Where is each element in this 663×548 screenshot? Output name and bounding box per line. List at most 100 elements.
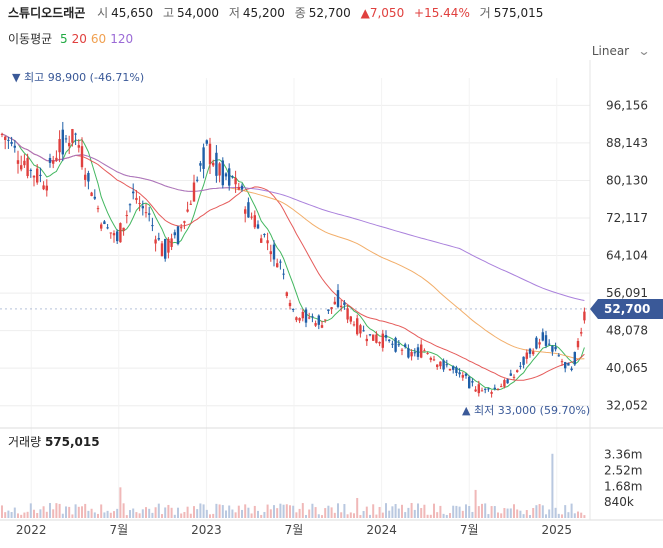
volume-bar [84, 503, 87, 518]
volume-tick-label: 2.52m [604, 463, 642, 477]
volume-bar [330, 507, 333, 518]
candle-body [394, 337, 397, 352]
candle-body [87, 172, 90, 182]
volume-bar [429, 514, 432, 518]
volume-label: 거 [479, 6, 491, 20]
candle-body [336, 290, 340, 307]
volume-bar [228, 505, 231, 518]
current-price-tag [590, 298, 663, 319]
volume-bar [394, 504, 397, 518]
candle-body [426, 353, 429, 355]
candle-body [298, 317, 301, 321]
ma-period-5[interactable]: 5 [60, 32, 68, 46]
open-label: 시 [97, 6, 109, 20]
volume-bar [410, 502, 413, 518]
volume-bar [356, 497, 359, 518]
volume-bar [151, 512, 154, 518]
volume-bar [573, 513, 576, 518]
candle-body [93, 196, 96, 199]
candle-body [544, 335, 548, 346]
volume-bar [353, 513, 355, 518]
candle-body [538, 342, 541, 345]
ma-period-20[interactable]: 20 [71, 32, 87, 46]
candle-body [506, 379, 509, 384]
volume-bar [164, 507, 167, 518]
candle-body [48, 158, 52, 163]
min-price-annotation: ▲ 최저 33,000 (59.70%) [462, 404, 590, 417]
candle-body [285, 292, 288, 296]
volume-bar [324, 508, 327, 518]
change-up-icon: ▲ [360, 6, 370, 20]
y-tick-label: 88,143 [606, 136, 648, 150]
candle-body [458, 372, 461, 375]
volume-bar [167, 504, 170, 518]
ma-periods[interactable]: 5 20 60 120 [60, 32, 137, 46]
candle-body [541, 332, 544, 341]
candle-body [400, 349, 404, 351]
candle-body [260, 238, 263, 243]
volume-bar [138, 513, 141, 518]
volume-bar [321, 515, 323, 518]
candle-body [532, 351, 535, 355]
moving-average-legend[interactable]: 이동평균 5 20 60 120 [8, 30, 137, 47]
volume-bar [65, 506, 67, 518]
volume-bar [461, 510, 464, 518]
candle-body [192, 182, 196, 202]
volume-bar [177, 507, 179, 518]
low-label: 저 [228, 6, 240, 20]
volume-bar [145, 507, 147, 518]
candle-body [180, 227, 183, 229]
volume-bar [42, 506, 45, 518]
candle-body [359, 325, 362, 334]
candle-body [84, 174, 87, 180]
volume-bar [317, 514, 320, 518]
candle-body [138, 203, 141, 205]
low-value: 45,200 [242, 6, 285, 20]
candle-body [4, 136, 7, 140]
volume-value: 575,015 [493, 6, 544, 20]
candle-body [484, 388, 487, 390]
volume-bar [81, 506, 83, 518]
volume-tick-label: 3.36m [604, 448, 642, 462]
volume-bar [417, 503, 419, 518]
volume-bar [49, 503, 51, 518]
volume-bar [493, 506, 496, 518]
volume-bar [292, 505, 295, 518]
volume-bar [202, 504, 205, 518]
candle-body [148, 213, 151, 215]
volume-bar [484, 503, 487, 518]
candle-body [317, 315, 320, 325]
volume-bar [570, 503, 573, 518]
volume-last: 575,015 [44, 435, 100, 449]
volume-bar [567, 512, 570, 518]
volume-bar [113, 511, 115, 518]
candle-body [256, 224, 260, 229]
candle-body [500, 386, 503, 388]
volume-bar [340, 512, 343, 518]
volume-bar [378, 506, 381, 518]
volume-bar [554, 507, 557, 518]
volume-bar [497, 512, 499, 518]
candle-body [253, 215, 256, 228]
ma-period-120[interactable]: 120 [110, 32, 134, 46]
candle-body [196, 179, 199, 181]
candle-body [436, 364, 439, 367]
scale-mode-selector[interactable]: Linear ⌄ [592, 44, 651, 58]
candle-body [234, 177, 237, 185]
candle-body [535, 337, 538, 349]
candle-body [119, 223, 122, 243]
candle-body [519, 365, 522, 367]
volume-bar [154, 507, 157, 518]
candle-body [528, 348, 532, 354]
ma-period-60[interactable]: 60 [90, 32, 107, 46]
candle-body [20, 165, 23, 170]
candle-body [208, 143, 212, 165]
candle-body [564, 362, 567, 369]
volume-bar [465, 504, 467, 518]
candle-body [381, 333, 384, 348]
volume-bar [490, 506, 493, 518]
candle-body [228, 168, 231, 186]
candle-body [0, 133, 4, 135]
candle-body [151, 225, 154, 227]
